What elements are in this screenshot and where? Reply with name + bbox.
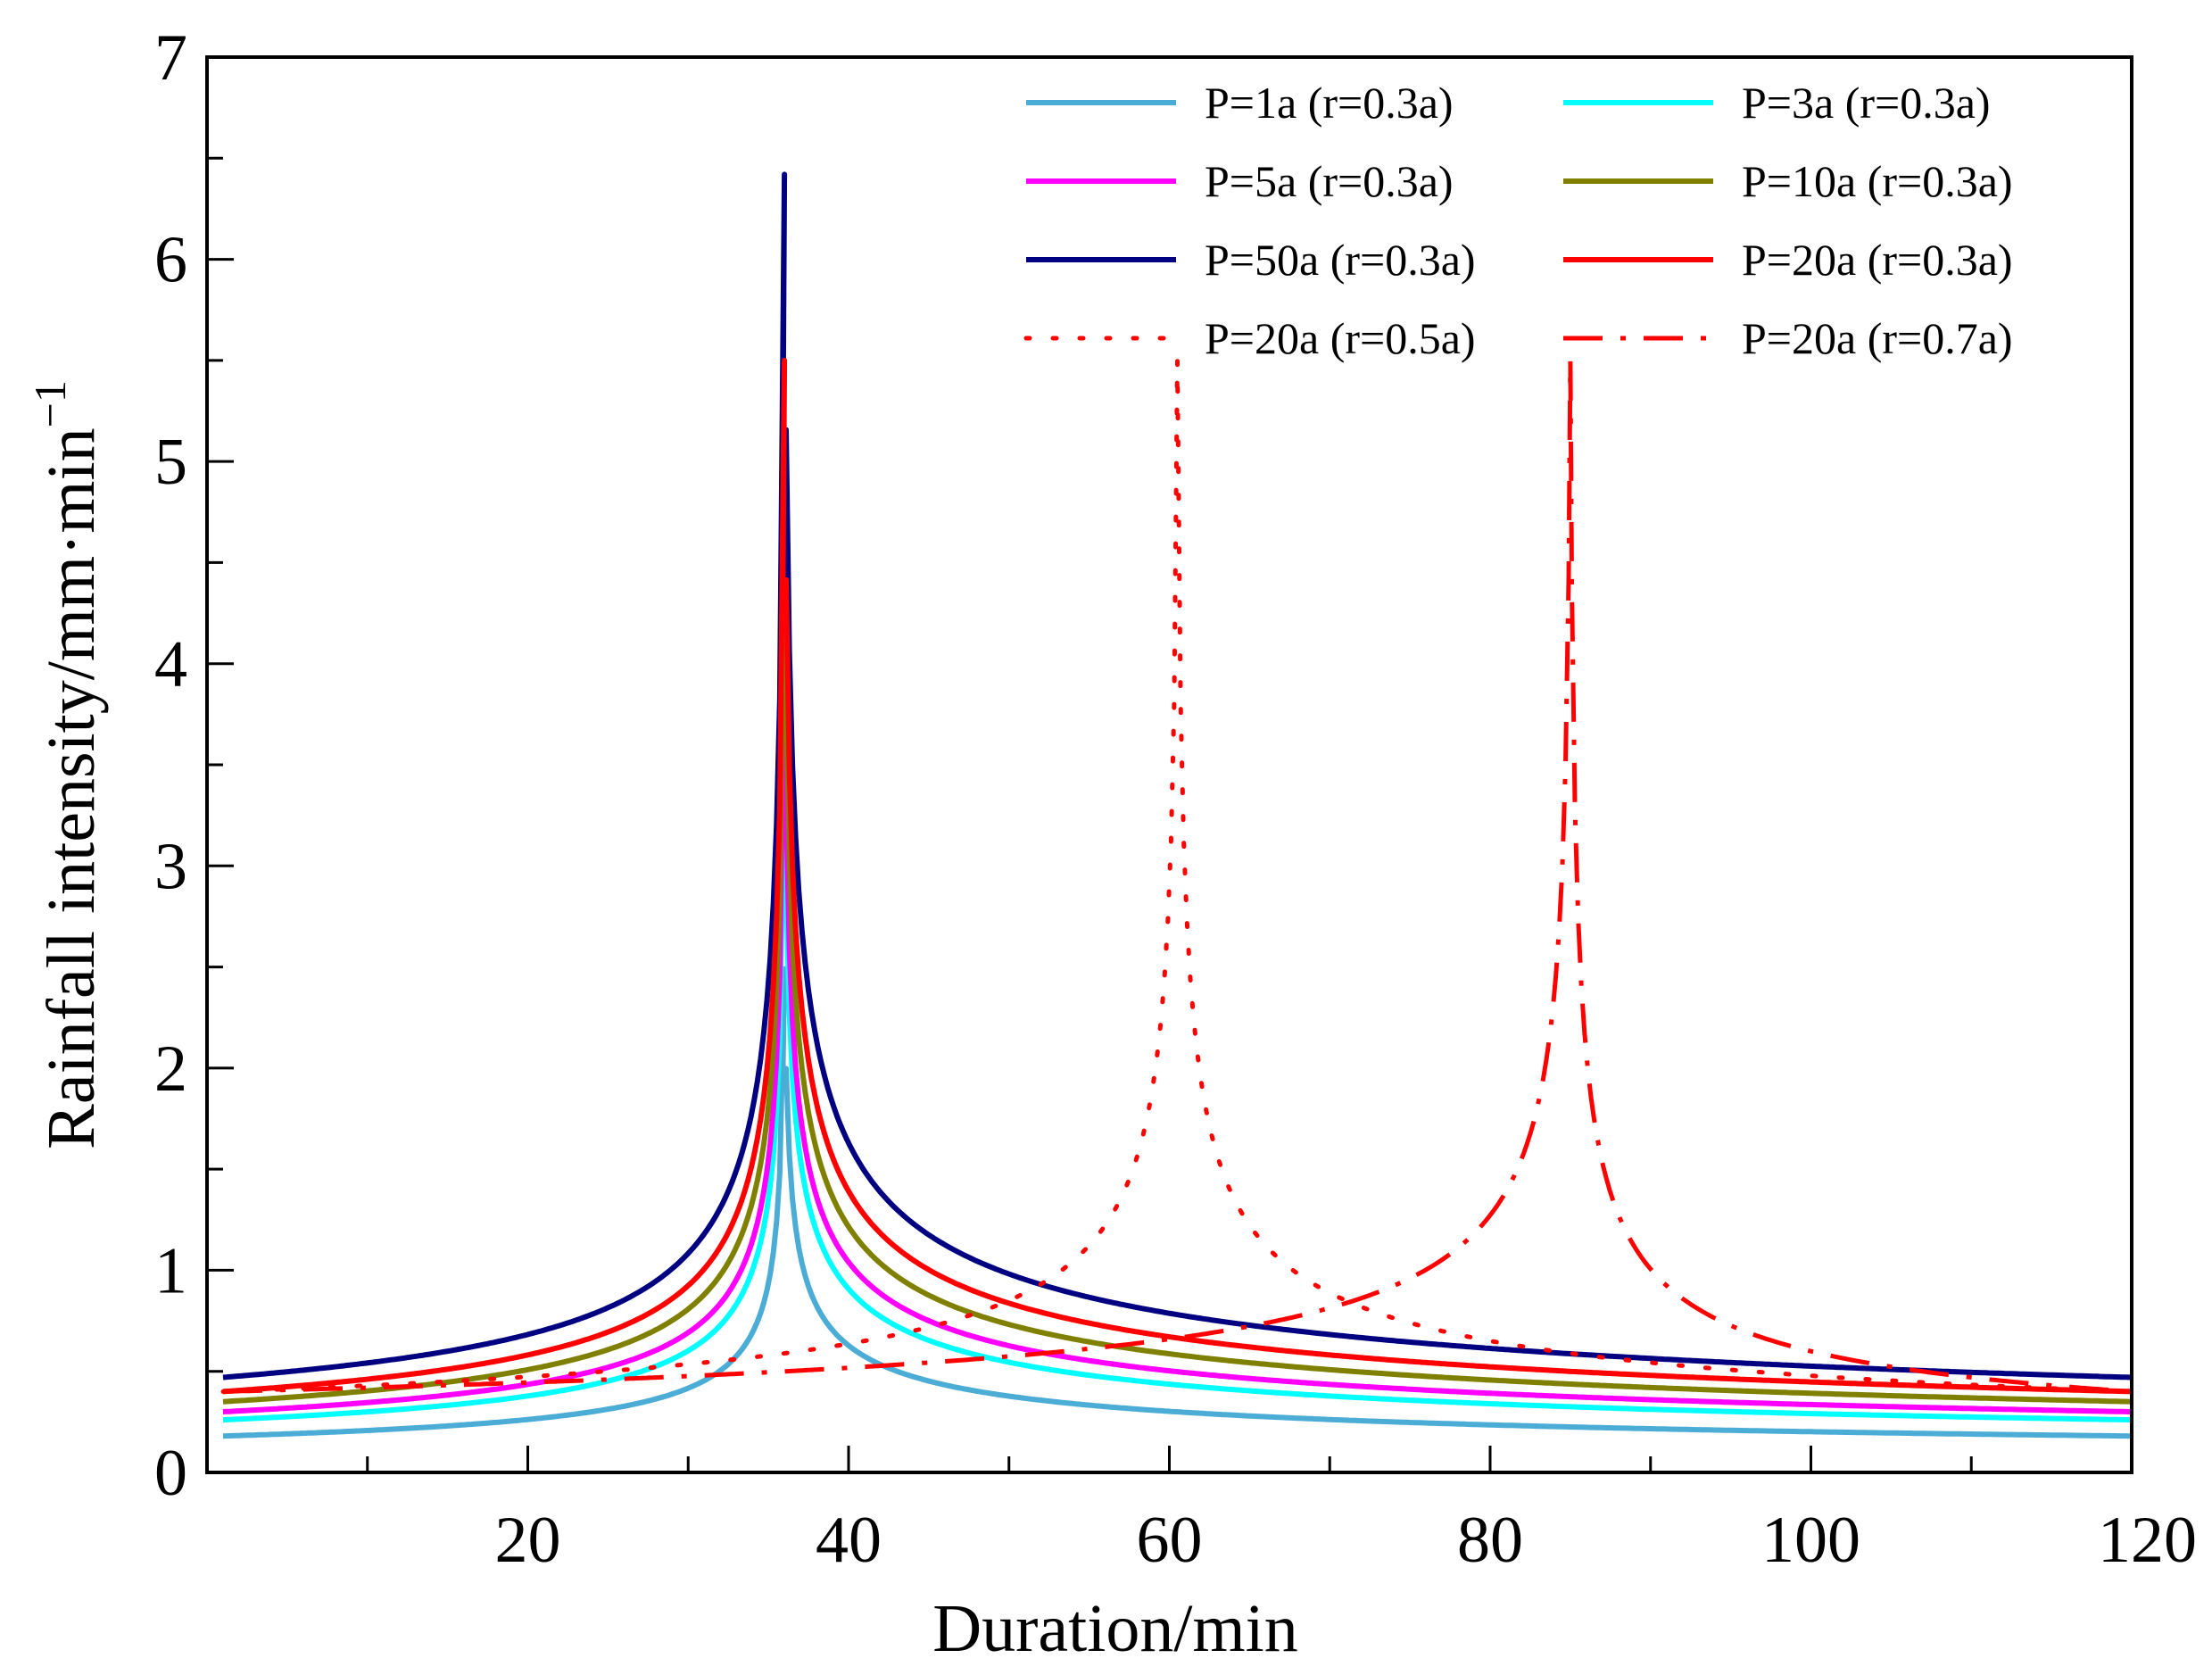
- y-axis-title: Rainfall intensity/mm·min−1: [25, 380, 109, 1149]
- legend: P=1a (r=0.3a) P=3a (r=0.3a) P=5a (r=0.3a) P…: [1023, 78, 2013, 363]
- series-line-5: [222, 171, 2133, 1381]
- series-line-3: [222, 641, 2132, 1414]
- x-tick-label-20: 20: [495, 1504, 561, 1577]
- y-tick-label-7: 7: [154, 21, 187, 95]
- legend-label-3: P=5a (r=0.3a): [1205, 156, 1454, 206]
- legend-label-5: P=50a (r=0.3a): [1205, 235, 1476, 285]
- series-line-4: [222, 499, 2133, 1405]
- y-tick-label-4: 4: [154, 628, 187, 701]
- y-tick-label-6: 6: [154, 224, 187, 297]
- legend-label-4: P=10a (r=0.3a): [1742, 156, 2013, 206]
- legend-label-2: P=3a (r=0.3a): [1742, 78, 1991, 128]
- legend-label-8: P=20a (r=0.7a): [1742, 313, 2013, 363]
- series-line-6: [222, 357, 2133, 1395]
- x-tick-label-60: 60: [1137, 1504, 1203, 1577]
- legend-label-1: P=1a (r=0.3a): [1205, 78, 1454, 128]
- y-tick-label-5: 5: [154, 426, 187, 499]
- y-tick-label-1: 1: [154, 1234, 187, 1307]
- y-tick-label-3: 3: [154, 830, 187, 903]
- y-axis-title-main: Rainfall intensity/mm·min: [34, 427, 109, 1148]
- y-tick-label-0: 0: [154, 1437, 187, 1510]
- series-line-7: [220, 358, 2134, 1394]
- y-axis-title-superscript: −1: [25, 380, 75, 427]
- series-line-1: [222, 966, 2132, 1439]
- legend-label-7: P=20a (r=0.5a): [1205, 313, 1476, 363]
- x-axis-title: Duration/min: [932, 1591, 1298, 1666]
- series-line-8: [222, 358, 2133, 1394]
- legend-label-6: P=20a (r=0.3a): [1742, 235, 2013, 285]
- series-line-2: [222, 742, 2133, 1423]
- x-tick-label-40: 40: [816, 1504, 882, 1577]
- ticks-layer: 20 40 60 80 100 120 0 1 2 3 4 5 6 7: [154, 21, 2197, 1577]
- y-tick-label-2: 2: [154, 1032, 187, 1106]
- x-tick-label-100: 100: [1761, 1504, 1860, 1577]
- x-tick-label-80: 80: [1457, 1504, 1523, 1577]
- x-tick-label-120: 120: [2098, 1504, 2197, 1577]
- series-layer: [220, 171, 2134, 1439]
